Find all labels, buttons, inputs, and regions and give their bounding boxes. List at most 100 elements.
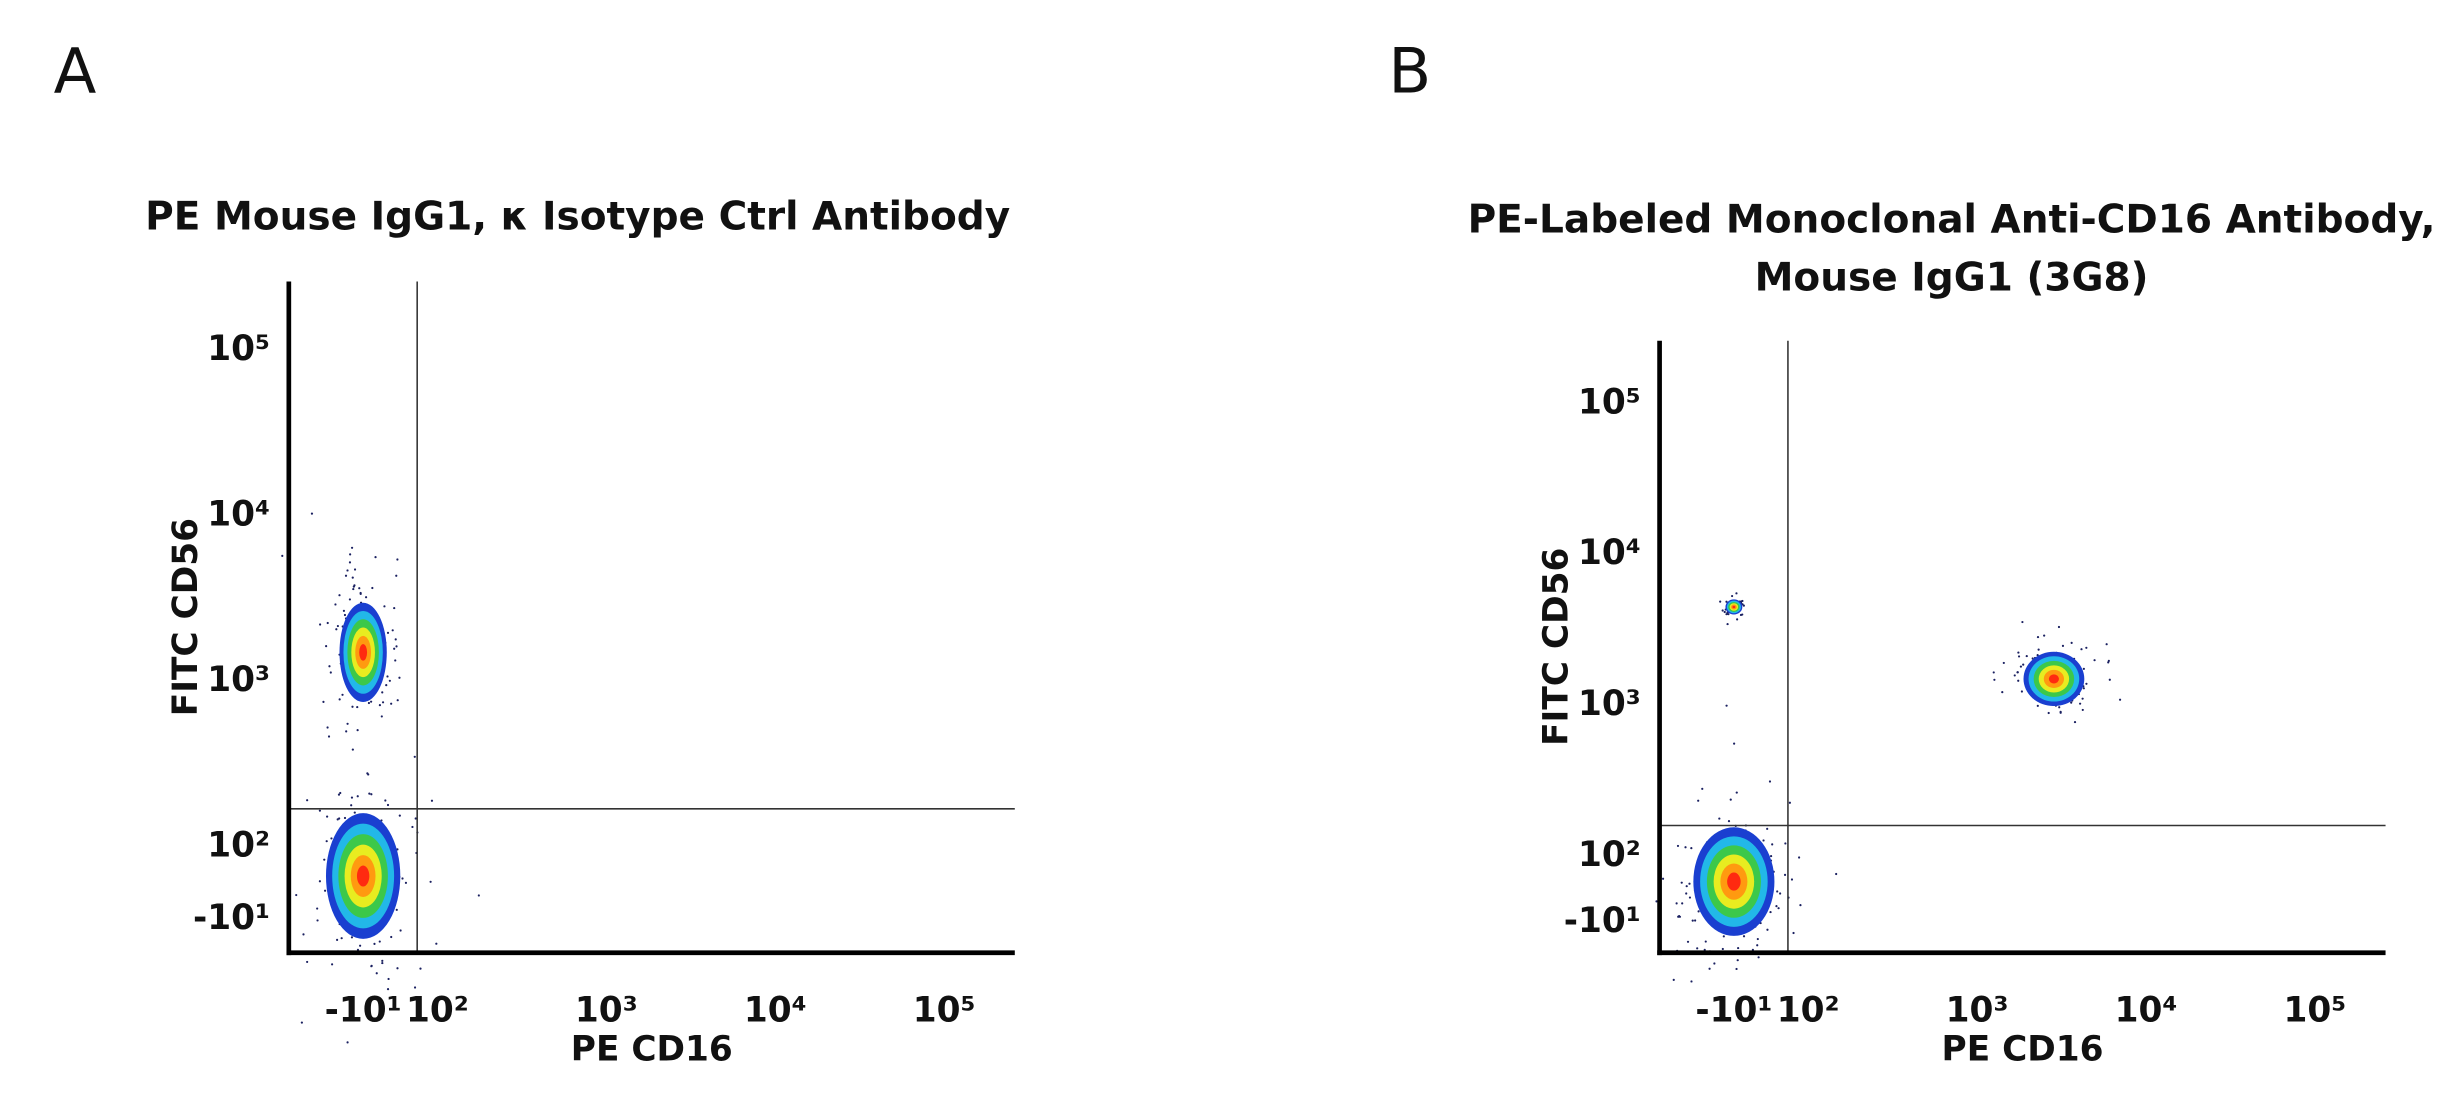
event-dot (384, 799, 387, 802)
chart-title: PE Mouse IgG1, κ Isotype Ctrl Antibody (145, 194, 1010, 239)
event-dot (346, 569, 349, 572)
event-dot (351, 576, 354, 579)
event-dot (370, 793, 373, 796)
event-dot (1685, 885, 1688, 888)
event-dot (1708, 967, 1711, 970)
event-dot (1736, 618, 1739, 621)
event-dot (374, 556, 377, 559)
event-dot (413, 755, 416, 758)
event-dot (316, 919, 319, 922)
event-dot (1661, 877, 1665, 880)
event-dot (373, 942, 376, 945)
event-dot (1686, 940, 1690, 943)
x-tick-label: 10⁵ (2283, 991, 2346, 1031)
event-dot (1703, 948, 1706, 951)
event-dot (359, 591, 362, 595)
event-dot (390, 935, 393, 939)
x-tick-label: 10⁴ (2115, 991, 2178, 1031)
event-dot (1735, 967, 1738, 971)
event-dot (2082, 667, 2085, 670)
density-contour (1727, 872, 1741, 891)
event-dot (350, 804, 353, 807)
event-dot (2108, 678, 2111, 681)
event-dot (391, 629, 394, 632)
event-dot (386, 803, 390, 807)
event-dot (395, 645, 398, 648)
event-dot (1783, 873, 1787, 876)
event-dot (386, 675, 389, 678)
x-axis-label: PE CD16 (571, 1030, 733, 1070)
panel-label: B (1388, 34, 1431, 107)
event-dot (367, 701, 371, 705)
event-dot (2047, 711, 2050, 715)
event-dot (1756, 937, 1759, 941)
event-dot (336, 938, 339, 941)
event-dot (2036, 635, 2040, 639)
event-dot (1697, 799, 1700, 802)
event-dot (1684, 846, 1687, 849)
event-dot (318, 880, 321, 883)
event-dot (1726, 622, 1729, 626)
event-dot (2105, 643, 2108, 646)
event-dot (1733, 742, 1736, 745)
event-dot (1680, 881, 1683, 884)
event-dot (1771, 843, 1774, 846)
event-dot (1690, 980, 1693, 983)
chart-title: PE-Labeled Monoclonal Anti-CD16 Antibody… (1468, 198, 2436, 243)
event-dot (1696, 947, 1699, 950)
event-dot (2043, 634, 2046, 637)
event-dot (2107, 659, 2110, 662)
event-dot (378, 704, 381, 707)
y-axis-label: FITC CD56 (1537, 548, 1577, 746)
event-dot (306, 799, 309, 802)
event-dot (1742, 935, 1746, 938)
event-dot (1779, 892, 1782, 895)
event-dot (346, 722, 349, 725)
event-dot (394, 638, 397, 641)
event-dot (1675, 902, 1678, 905)
event-dot (344, 574, 348, 577)
event-dot (2058, 706, 2061, 709)
event-dot (394, 659, 397, 662)
event-dot (356, 729, 359, 732)
x-tick-label: 10² (406, 991, 469, 1031)
event-dot (2070, 701, 2073, 704)
chart-title: Mouse IgG1 (3G8) (1755, 255, 2149, 300)
event-dot (1835, 872, 1838, 876)
event-dot (351, 705, 354, 708)
event-dot (337, 793, 341, 796)
event-dot (1766, 928, 1769, 931)
event-dot (348, 598, 351, 601)
event-dot (2017, 651, 2020, 654)
event-dot (386, 631, 390, 634)
event-dot (419, 967, 422, 970)
density-contour (1732, 605, 1736, 609)
event-dot (396, 699, 399, 702)
event-dot (350, 796, 354, 799)
event-dot (1727, 613, 1730, 616)
event-dot (346, 1041, 349, 1044)
event-dot (1736, 959, 1739, 962)
event-dot (2079, 702, 2082, 705)
event-dot (401, 877, 404, 880)
event-dot (2016, 671, 2019, 674)
event-dot (1721, 947, 1724, 951)
event-dot (2025, 654, 2028, 658)
event-dot (429, 880, 432, 883)
event-dot (348, 561, 352, 564)
event-dot (380, 715, 383, 718)
event-dot (1992, 671, 1995, 674)
event-dot (331, 963, 334, 966)
event-dot (404, 881, 408, 884)
event-dot (1704, 940, 1707, 943)
event-dot (340, 937, 343, 940)
event-dot (281, 554, 284, 557)
event-dot (1725, 600, 1728, 603)
event-dot (353, 568, 357, 571)
event-dot (381, 701, 385, 704)
event-dot (1741, 613, 1744, 616)
event-dot (325, 645, 328, 648)
event-dot (323, 889, 327, 892)
event-dot (343, 613, 347, 617)
